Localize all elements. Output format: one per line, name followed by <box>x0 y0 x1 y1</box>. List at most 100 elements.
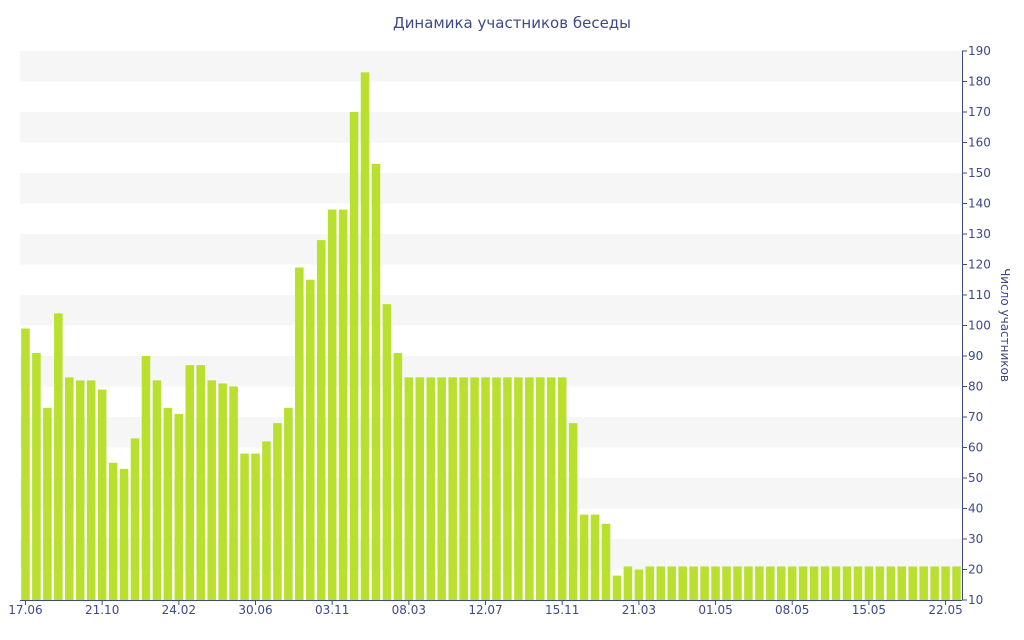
bar <box>349 112 359 600</box>
bar <box>426 377 436 600</box>
y-tick-label: 50 <box>968 471 983 485</box>
bar <box>97 389 107 600</box>
bar <box>185 365 195 600</box>
bar <box>842 566 852 600</box>
bar <box>886 566 896 600</box>
bar <box>393 352 403 600</box>
bar <box>174 413 184 600</box>
bar <box>108 462 118 600</box>
y-tick-label: 70 <box>968 410 983 424</box>
bar <box>908 566 917 600</box>
bar <box>667 566 677 600</box>
bar <box>557 377 567 600</box>
bar <box>787 566 797 600</box>
bar <box>86 380 96 600</box>
grid-band <box>20 417 962 448</box>
y-tick-label: 40 <box>968 502 983 516</box>
grid-band <box>20 539 962 570</box>
y-axis-label: Число участников <box>998 268 1012 382</box>
y-tick-label: 90 <box>968 349 983 363</box>
y-tick-label: 170 <box>968 105 991 119</box>
bar <box>689 566 698 600</box>
bar <box>130 438 140 600</box>
bar <box>733 566 742 600</box>
bar <box>590 514 600 600</box>
bar <box>152 380 162 600</box>
bar <box>43 407 52 600</box>
y-tick-label: 20 <box>968 563 983 577</box>
bar <box>437 377 446 600</box>
bar <box>262 441 271 600</box>
x-tick-label: 15.05 <box>852 603 886 617</box>
bar <box>875 566 885 600</box>
bar <box>820 566 830 600</box>
bar <box>371 163 381 600</box>
grid-band <box>20 295 962 326</box>
bar <box>656 566 666 600</box>
bar <box>360 72 370 601</box>
chart-title: Динамика участников беседы <box>393 14 631 32</box>
bar <box>240 453 249 600</box>
x-tick-label: 17.06 <box>8 603 42 617</box>
bar <box>952 566 961 600</box>
bar <box>941 566 950 600</box>
y-tick-label: 120 <box>968 258 991 272</box>
bar <box>930 566 939 600</box>
bar <box>722 566 731 600</box>
x-tick-label: 08.05 <box>775 603 809 617</box>
bar-series <box>21 72 961 601</box>
bar <box>623 566 633 600</box>
x-tick-label: 21.03 <box>622 603 656 617</box>
bar <box>601 523 611 600</box>
bar <box>119 468 129 600</box>
y-tick-label: 110 <box>968 288 991 302</box>
y-tick-label: 180 <box>968 75 991 89</box>
bar <box>919 566 928 600</box>
x-tick-label: 01.05 <box>698 603 732 617</box>
bar <box>459 377 468 600</box>
x-tick-label: 30.06 <box>238 603 272 617</box>
bar <box>141 356 151 600</box>
bar <box>65 377 74 600</box>
bar <box>404 377 414 600</box>
bar <box>579 514 589 600</box>
bar <box>536 377 545 600</box>
bar <box>327 209 337 600</box>
x-tick-label: 03.11 <box>315 603 349 617</box>
bar <box>798 566 808 600</box>
bar <box>568 423 578 600</box>
y-tick-label: 100 <box>968 319 991 333</box>
bar <box>853 566 863 600</box>
x-tick-label: 12.07 <box>468 603 502 617</box>
grid-band <box>20 356 962 387</box>
bar <box>481 377 490 600</box>
bar <box>525 377 534 600</box>
bar <box>744 566 753 600</box>
y-tick-label: 10 <box>968 593 983 607</box>
bar <box>218 383 227 600</box>
bar <box>448 377 457 600</box>
bar <box>163 407 173 600</box>
bar <box>229 386 238 600</box>
bar <box>612 575 622 600</box>
x-tick-label: 08.03 <box>392 603 426 617</box>
bar <box>295 267 304 600</box>
bar <box>809 566 819 600</box>
bar <box>755 566 764 600</box>
y-tick-label: 160 <box>968 136 991 150</box>
x-tick-label: 21.10 <box>85 603 119 617</box>
y-tick-label: 60 <box>968 441 983 455</box>
grid-bands <box>20 51 962 570</box>
bar <box>196 365 206 600</box>
bar <box>21 328 30 600</box>
x-tick-label: 22.05 <box>928 603 962 617</box>
bar <box>338 209 348 600</box>
bar <box>415 377 425 600</box>
bar <box>284 407 293 600</box>
bar <box>776 566 786 600</box>
grid-band <box>20 173 962 204</box>
y-tick-label: 190 <box>968 44 991 58</box>
bar <box>273 423 282 600</box>
